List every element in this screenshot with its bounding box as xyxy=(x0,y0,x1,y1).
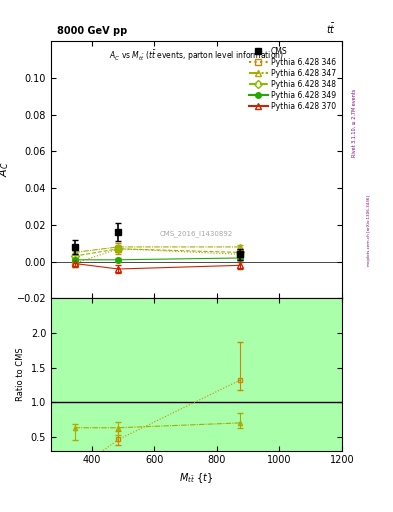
Y-axis label: Ratio to CMS: Ratio to CMS xyxy=(16,348,25,401)
Text: Rivet 3.1.10, ≥ 2.7M events: Rivet 3.1.10, ≥ 2.7M events xyxy=(352,89,357,157)
Legend: CMS, Pythia 6.428 346, Pythia 6.428 347, Pythia 6.428 348, Pythia 6.428 349, Pyt: CMS, Pythia 6.428 346, Pythia 6.428 347,… xyxy=(246,45,338,113)
Text: 8000 GeV pp: 8000 GeV pp xyxy=(57,26,127,36)
Text: $A_C$ vs $M_{t\bar{t}}$ ($t\bar{t}$ events, parton level information): $A_C$ vs $M_{t\bar{t}}$ ($t\bar{t}$ even… xyxy=(109,49,284,63)
Y-axis label: $A_C$: $A_C$ xyxy=(0,162,11,178)
Text: mcplots.cern.ch [arXiv:1306.3436]: mcplots.cern.ch [arXiv:1306.3436] xyxy=(367,195,371,266)
Text: $t\bar{t}$: $t\bar{t}$ xyxy=(326,22,336,36)
X-axis label: $M_{t\bar{t}}\ \{t\}$: $M_{t\bar{t}}\ \{t\}$ xyxy=(179,471,214,485)
Text: CMS_2016_I1430892: CMS_2016_I1430892 xyxy=(160,231,233,238)
